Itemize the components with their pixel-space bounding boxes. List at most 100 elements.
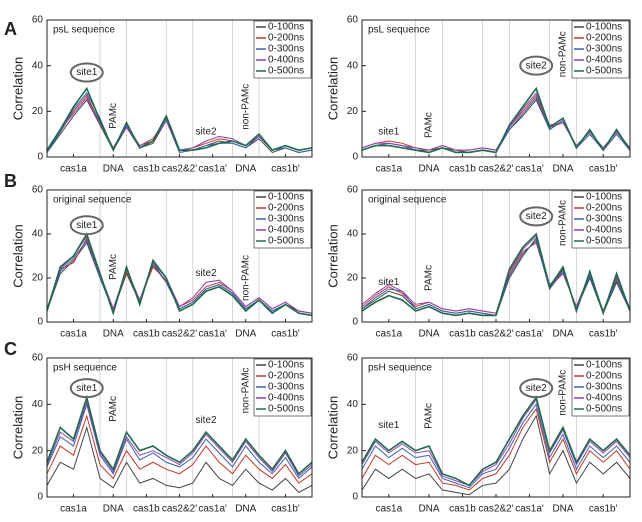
legend-label: 0-500ns [586, 66, 622, 77]
annotation: site1 [76, 383, 98, 394]
x-tick-label: cas1b [449, 329, 476, 340]
legend-label: 0-500ns [268, 404, 304, 415]
legend-label: 0-300ns [268, 214, 304, 225]
x-tick-label: cas1b' [271, 504, 300, 515]
y-tick-label: 60 [347, 185, 359, 196]
annotation: non-PAMc [558, 31, 569, 77]
y-tick-label: 0 [352, 317, 358, 328]
annotation: non-PAMc [558, 370, 569, 416]
x-tick-label: DNA [552, 329, 573, 340]
panel-subtitle: original sequence [368, 195, 447, 206]
y-axis-label: Correlation [10, 57, 25, 121]
panel-subtitle: original sequence [53, 195, 132, 206]
legend-label: 0-400ns [586, 55, 622, 66]
plot-frame [46, 19, 313, 158]
plot-frame [46, 357, 313, 498]
panel-letter: B [4, 171, 17, 191]
annotation: non-PAMc [240, 84, 251, 130]
annotation: PAMc [424, 112, 435, 138]
panel-letter: C [4, 339, 17, 359]
y-tick-label: 60 [32, 185, 44, 196]
panel-letter: A [4, 19, 17, 39]
x-tick-label: cas1b [133, 164, 160, 175]
panel-subtitle: psL sequence [53, 25, 115, 36]
series-line [46, 394, 313, 476]
x-tick-label: DNA [418, 329, 439, 340]
annotation: site2 [526, 211, 548, 222]
annotation: site2 [195, 127, 217, 138]
y-tick-label: 60 [347, 353, 359, 364]
y-tick-label: 40 [32, 229, 44, 240]
annotation: site2 [526, 383, 548, 394]
annotation: site1 [378, 127, 400, 138]
y-axis-label: Correlation [325, 224, 340, 288]
x-tick-label: cas1b [449, 504, 476, 515]
x-tick-label: DNA [418, 504, 439, 515]
series-line [46, 86, 313, 153]
x-tick-label: cas2&2' [162, 504, 197, 515]
x-tick-label: DNA [103, 164, 124, 175]
y-axis-label: Correlation [10, 396, 25, 460]
annotation: PAMc [108, 396, 119, 422]
x-tick-label: cas2&2' [162, 329, 197, 340]
legend-label: 0-500ns [268, 66, 304, 77]
x-tick-label: cas1a [60, 504, 87, 515]
legend-label: 0-400ns [268, 55, 304, 66]
site-circle [519, 378, 554, 399]
series-line [361, 395, 631, 487]
legend-label: 0-300ns [268, 382, 304, 393]
legend-label: 0-100ns [268, 22, 304, 33]
y-tick-label: 20 [347, 445, 359, 456]
legend-label: 0-300ns [268, 44, 304, 55]
legend-label: 0-100ns [586, 360, 622, 371]
panel-subtitle: psL sequence [368, 25, 430, 36]
y-tick-label: 20 [32, 445, 44, 456]
legend-label: 0-500ns [268, 236, 304, 247]
site-circle [69, 215, 104, 236]
annotation: non-PAMc [240, 367, 251, 413]
x-tick-label: DNA [235, 504, 256, 515]
y-tick-label: 40 [32, 60, 44, 71]
series-line [46, 402, 313, 480]
y-tick-label: 0 [37, 317, 43, 328]
x-tick-label: cas1b [449, 164, 476, 175]
y-tick-label: 0 [37, 152, 43, 163]
plot-frame [361, 357, 631, 498]
annotation: PAMc [108, 254, 119, 280]
series-line [361, 232, 631, 317]
annotation: PAMc [424, 265, 435, 291]
x-tick-label: cas1a [60, 329, 87, 340]
legend-label: 0-200ns [268, 371, 304, 382]
x-tick-label: cas1b [133, 504, 160, 515]
y-tick-label: 40 [347, 229, 359, 240]
series-line [361, 414, 631, 496]
series-line [361, 92, 631, 151]
legend-label: 0-400ns [268, 393, 304, 404]
annotation: site1 [76, 220, 98, 231]
x-tick-label: DNA [103, 504, 124, 515]
y-tick-label: 60 [347, 15, 359, 26]
x-tick-label: cas1a' [198, 504, 227, 515]
x-tick-label: cas1b' [271, 329, 300, 340]
series-line [46, 232, 313, 317]
legend-label: 0-500ns [586, 236, 622, 247]
x-tick-label: cas1b' [271, 164, 300, 175]
annotation: site2 [526, 60, 548, 71]
series-line [46, 99, 313, 154]
series-line [361, 398, 631, 486]
annotation: site1 [378, 420, 400, 431]
legend-label: 0-400ns [268, 225, 304, 236]
x-tick-label: DNA [418, 164, 439, 175]
legend-label: 0-200ns [268, 203, 304, 214]
legend-label: 0-100ns [586, 22, 622, 33]
legend-label: 0-400ns [586, 225, 622, 236]
y-tick-label: 20 [32, 273, 44, 284]
y-tick-label: 0 [352, 492, 358, 503]
series-line [361, 96, 631, 153]
site-circle [69, 378, 104, 399]
series-line [46, 237, 313, 314]
legend-label: 0-200ns [586, 33, 622, 44]
panel-subtitle: psH sequence [53, 363, 117, 374]
series-line [361, 86, 631, 154]
